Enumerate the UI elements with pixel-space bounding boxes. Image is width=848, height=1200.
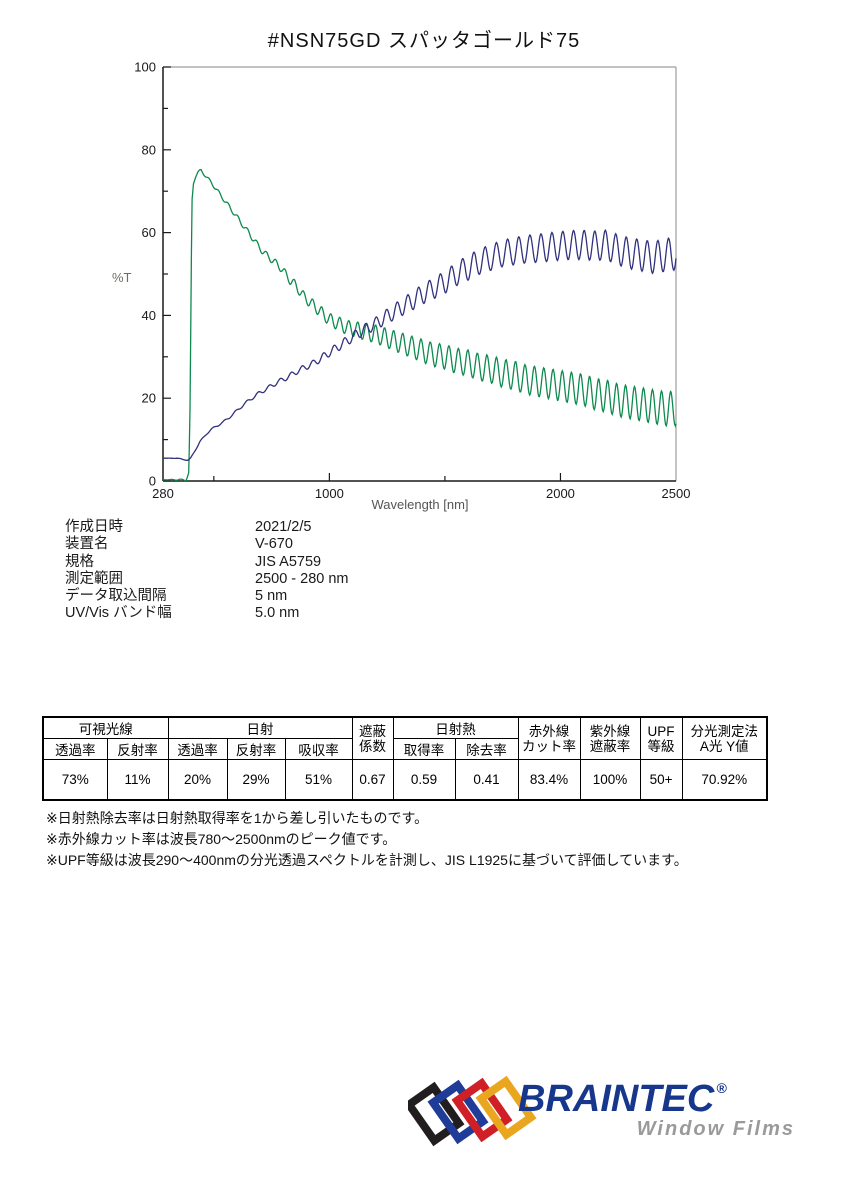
tick-label: 100: [134, 60, 156, 75]
value-cell: 0.41: [454, 759, 519, 801]
page-title: #NSN75GD スパッタゴールド75: [267, 30, 581, 52]
value-cell: 50+: [639, 759, 683, 801]
header-uv-shielding-rate: 紫外線 遮蔽率: [579, 716, 641, 760]
value-cell: 100%: [579, 759, 641, 801]
tick-label: 2500: [662, 486, 691, 501]
tick-label: 280: [152, 486, 174, 501]
tick-label: 2000: [546, 486, 575, 501]
meta-label: 作成日時: [65, 519, 123, 535]
value-cell: 0.67: [351, 759, 394, 801]
value-cell: 0.59: [392, 759, 456, 801]
meta-row: データ取込間隔 5 nm: [65, 588, 349, 605]
subheader-gain-rate: 取得率: [392, 738, 456, 760]
header-solar-heat: 日射熱: [392, 716, 519, 739]
meta-value: 2021/2/5: [255, 519, 312, 535]
series-paths: [162, 169, 677, 482]
measurement-metadata: 作成日時 2021/2/5 装置名 V-670 規格 JIS A5759 測定範…: [65, 519, 349, 623]
subheader-rejection-rate: 除去率: [454, 738, 519, 760]
meta-value: V-670: [255, 536, 293, 553]
value-cell: 20%: [167, 759, 228, 801]
meta-label: UV/Vis バンド幅: [65, 605, 172, 622]
meta-label: 装置名: [65, 536, 109, 553]
meta-label: データ取込間隔: [65, 588, 167, 605]
meta-value: 5.0 nm: [255, 605, 300, 622]
meta-row: UV/Vis バンド幅 5.0 nm: [65, 605, 349, 622]
footnote-line: ※日射熱除去率は日射熱取得率を1から差し引いたものです。: [46, 810, 429, 826]
value-cell: 29%: [226, 759, 286, 801]
tick-label: 60: [142, 225, 156, 240]
subheader-absorptance: 吸収率: [284, 738, 353, 760]
meta-label: 規格: [65, 553, 94, 570]
footnote-line: ※UPF等級は波長290～400nmの分光透過スペクトルを計測し、JIS L19…: [46, 852, 688, 868]
subheader-transmittance: 透過率: [167, 738, 228, 760]
meta-row: 規格 JIS A5759: [65, 554, 349, 571]
footnotes: ※日射熱除去率は日射熱取得率を1から差し引いたものです。 ※赤外線カット率は波長…: [46, 808, 688, 871]
meta-row: 作成日時 2021/2/5: [65, 519, 349, 536]
x-axis-title: Wavelength [nm]: [371, 497, 468, 512]
measurement-table: 可視光線 日射 遮蔽 係数 日射熱 赤外線 カット率 紫外線 遮蔽率 UPF 等…: [42, 716, 769, 801]
tick-label: 20: [142, 391, 156, 406]
brand-name: BRAINTEC ®: [518, 1078, 727, 1120]
spectral-chart: 0 20 40 60 80 100 280 1000 2000 2500 %T Wavelengt…: [112, 60, 690, 513]
meta-value: 5 nm: [255, 588, 288, 605]
series-transmittance-green: [162, 169, 677, 482]
meta-value: JIS A5759: [255, 553, 322, 570]
header-shading-coefficient: 遮蔽 係数: [351, 716, 394, 760]
header-solar: 日射: [167, 716, 353, 739]
tick-label: 0: [149, 474, 156, 489]
braintec-logo: BRAINTEC ® Window Films: [400, 1070, 810, 1180]
axis-ticks: [163, 66, 562, 482]
value-cell: 83.4%: [517, 759, 581, 801]
logo-diamonds-icon: [408, 1076, 537, 1147]
meta-label: 測定範囲: [65, 570, 123, 587]
footnote-line: ※赤外線カット率は波長780～2500nmのピーク値です。: [46, 831, 397, 847]
series-reflectance-navy: [163, 228, 677, 461]
subheader-transmittance: 透過率: [42, 738, 108, 760]
header-spectral-method: 分光測定法 A光 Y値: [681, 716, 768, 760]
value-cell: 51%: [284, 759, 353, 801]
value-cell: 70.92%: [681, 759, 768, 801]
tick-label: 40: [142, 308, 156, 323]
header-ir-cut-rate: 赤外線 カット率: [517, 716, 581, 760]
subheader-reflectance: 反射率: [226, 738, 286, 760]
meta-value: 2500 - 280 nm: [255, 570, 349, 587]
header-upf-grade: UPF 等級: [639, 716, 683, 760]
header-visible-light: 可視光線: [42, 716, 169, 739]
tick-label: 80: [142, 142, 156, 157]
tick-label: 1000: [315, 486, 344, 501]
registered-mark: ®: [716, 1080, 727, 1096]
y-axis-title: %T: [112, 270, 132, 285]
meta-row: 装置名 V-670: [65, 536, 349, 553]
subheader-reflectance: 反射率: [106, 738, 169, 760]
brand-subtitle: Window Films: [636, 1118, 795, 1140]
value-cell: 73%: [42, 759, 108, 801]
axis-tick-labels: 0 20 40 60 80 100 280 1000 2000 2500: [134, 60, 690, 502]
meta-row: 測定範囲 2500 - 280 nm: [65, 571, 349, 588]
value-cell: 11%: [106, 759, 169, 801]
